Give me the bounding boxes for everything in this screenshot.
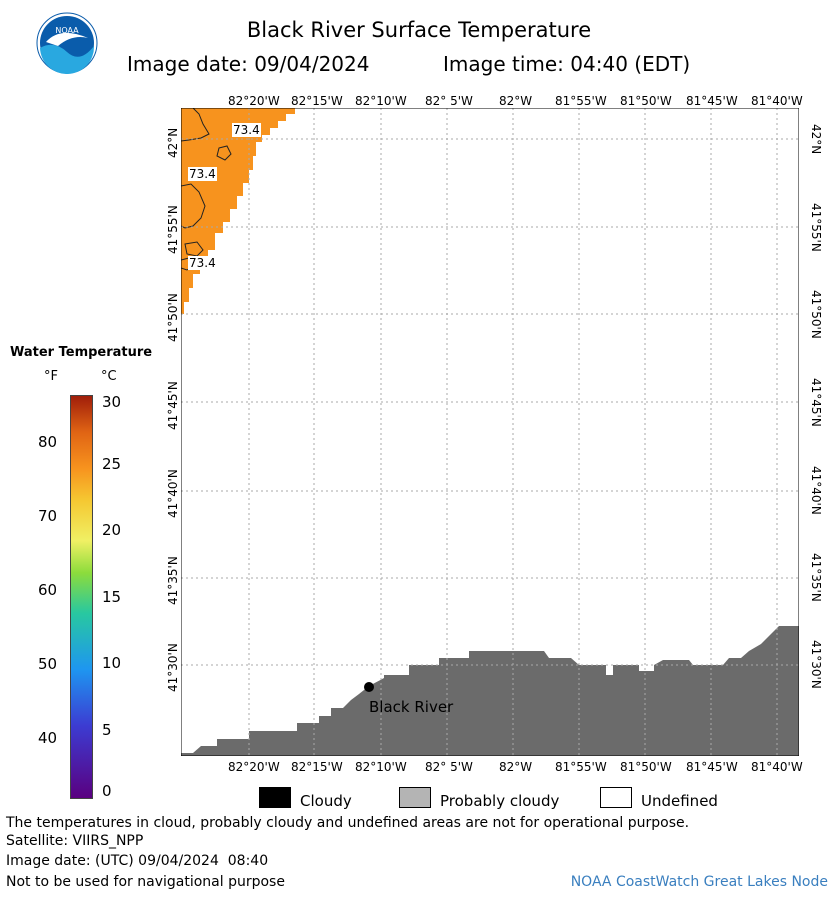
lon-label-bottom: 81°40'W [751,760,803,774]
satellite-text: Satellite: VIIRS_NPP [6,833,144,849]
lon-label-top: 82°10'W [355,94,407,108]
map-background [181,108,799,756]
contour-label: 73.4 [188,167,217,181]
lat-label-left: 41°50'N [166,293,180,342]
lon-label-bottom: 82°10'W [355,760,407,774]
undefined-label: Undefined [641,792,718,810]
lat-label-right: 41°55'N [809,203,823,252]
probably-cloudy-label: Probably cloudy [440,792,560,810]
lat-label-right: 41°35'N [809,553,823,602]
fahrenheit-tick: 70 [38,507,58,525]
disclaimer-text: The temperatures in cloud, probably clou… [6,815,690,831]
lon-label-bottom: 82°W [499,760,533,774]
lon-label-top: 81°55'W [555,94,607,108]
credit-text: NOAA CoastWatch Great Lakes Node [570,874,828,890]
image-date-label: Image date: 09/04/2024 [127,52,370,76]
color-scale-bar [70,395,93,799]
utc-date-text: Image date: (UTC) 09/04/2024 08:40 [6,853,269,869]
logo-text: NOAA [55,26,79,35]
lon-label-top: 82°W [499,94,533,108]
probably-cloudy-swatch [399,787,431,808]
lon-label-top: 81°45'W [686,94,738,108]
celsius-tick: 5 [102,721,112,739]
celsius-tick: 0 [102,782,112,800]
lon-label-bottom: 82° 5'W [425,760,473,774]
lat-label-left: 41°55'N [166,205,180,254]
celsius-tick: 20 [102,521,122,539]
celsius-tick: 30 [102,393,122,411]
lon-label-bottom: 82°20'W [228,760,280,774]
lat-label-right: 41°30'N [809,640,823,689]
contour-label: 73.4 [188,256,217,270]
lon-label-top: 82° 5'W [425,94,473,108]
celsius-tick: 10 [102,654,122,672]
temperature-map [180,107,800,757]
contour-label: 73.4 [232,123,261,137]
lat-label-right: 41°50'N [809,290,823,339]
lon-label-bottom: 81°50'W [620,760,672,774]
lon-label-bottom: 81°55'W [555,760,607,774]
unit-fahrenheit: °F [44,369,58,384]
lon-label-top: 82°20'W [228,94,280,108]
celsius-tick: 15 [102,588,122,606]
image-time-label: Image time: 04:40 (EDT) [443,52,691,76]
lon-label-bottom: 81°45'W [686,760,738,774]
legend-title: Water Temperature [10,345,153,360]
noaa-logo: NOAA [36,12,98,75]
unit-celsius: °C [101,369,117,384]
lon-label-top: 81°50'W [620,94,672,108]
black-river-marker [364,682,374,692]
contour-lines [180,107,232,271]
place-label-black-river: Black River [369,698,454,716]
lat-label-left: 41°30'N [166,643,180,692]
lat-label-right: 41°40'N [809,466,823,515]
fahrenheit-tick: 50 [38,655,58,673]
lat-label-left: 41°35'N [166,556,180,605]
lat-label-right: 41°45'N [809,378,823,427]
lon-label-bottom: 82°15'W [291,760,343,774]
lat-label-right: 42°N [809,124,823,155]
navigation-warning: Not to be used for navigational purpose [6,874,285,890]
celsius-tick: 25 [102,455,122,473]
undefined-swatch [600,787,632,808]
fahrenheit-tick: 80 [38,433,58,451]
cloudy-label: Cloudy [300,792,352,810]
map-title: Black River Surface Temperature [246,18,592,42]
fahrenheit-tick: 60 [38,581,58,599]
graticule [181,108,799,756]
cloudy-swatch [259,787,291,808]
warm-water-region [181,108,295,314]
lon-label-top: 82°15'W [291,94,343,108]
fahrenheit-tick: 40 [38,729,58,747]
lat-label-left: 41°40'N [166,469,180,518]
lat-label-left: 42°N [166,127,180,158]
lat-label-left: 41°45'N [166,381,180,430]
lon-label-top: 81°40'W [751,94,803,108]
